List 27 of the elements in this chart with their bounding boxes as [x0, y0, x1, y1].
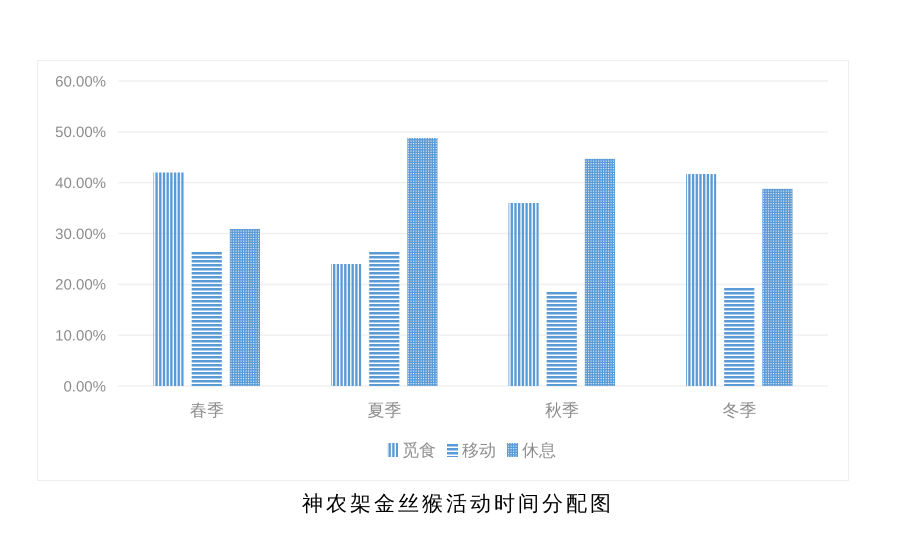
- x-tick-label: 春季: [190, 400, 224, 420]
- y-tick-label: 0.00%: [63, 378, 106, 396]
- y-tick-label: 60.00%: [55, 73, 106, 90]
- y-tick-label: 50.00%: [55, 124, 106, 142]
- bar: [192, 252, 222, 386]
- bar: [508, 203, 539, 386]
- bar: [331, 264, 362, 386]
- bar: [230, 228, 260, 386]
- bar: [154, 172, 184, 386]
- bar: [686, 174, 716, 386]
- legend-label: 移动: [462, 440, 496, 460]
- bar: [584, 158, 615, 386]
- y-tick-label: 30.00%: [55, 226, 106, 243]
- bar: [369, 252, 400, 386]
- legend-label: 觅食: [402, 440, 436, 460]
- bar: [762, 188, 792, 386]
- bar: [407, 138, 438, 386]
- x-tick-label: 夏季: [367, 400, 402, 420]
- legend-label: 休息: [522, 440, 556, 460]
- y-tick-label: 40.00%: [55, 174, 106, 192]
- bar: [724, 288, 754, 386]
- x-tick-label: 秋季: [544, 400, 579, 420]
- y-tick-label: 20.00%: [55, 276, 106, 294]
- x-tick-label: 冬季: [722, 400, 756, 420]
- text: 神农架金丝猴活动时间分配图: [302, 491, 614, 516]
- y-tick-label: 10.00%: [55, 327, 106, 344]
- bar: [546, 292, 577, 386]
